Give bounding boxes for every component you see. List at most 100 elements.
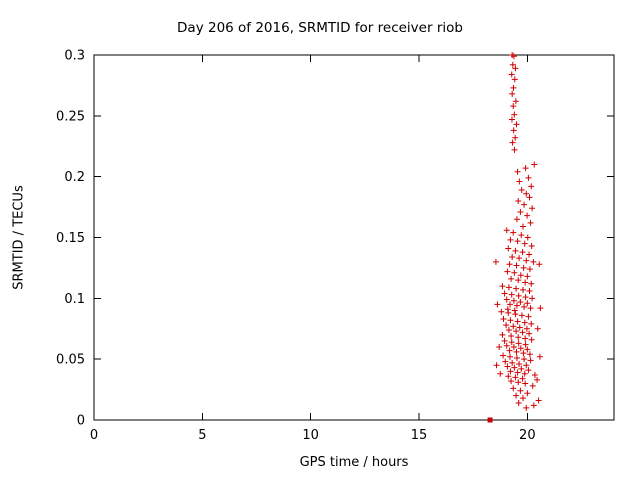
data-point-marker (507, 353, 513, 360)
data-point-marker (497, 370, 504, 377)
data-point-marker (509, 139, 516, 146)
zero-square-marker (487, 417, 493, 423)
data-point-marker (513, 348, 520, 355)
data-point-marker (518, 232, 525, 239)
data-point-marker (522, 165, 529, 172)
data-point-marker (504, 268, 511, 275)
data-point-marker (528, 243, 535, 250)
data-point-marker (512, 311, 519, 318)
data-point-marker (526, 351, 533, 358)
data-point-marker (492, 258, 499, 265)
data-point-marker (521, 240, 528, 247)
data-point-marker (523, 362, 530, 369)
data-point-marker (510, 229, 517, 236)
data-point-marker (512, 65, 519, 72)
data-point-marker (524, 300, 531, 307)
data-point-marker (508, 275, 515, 282)
data-point-marker (520, 395, 526, 402)
data-point-marker (508, 291, 515, 298)
data-point-marker (510, 344, 517, 350)
data-point-marker (520, 350, 527, 357)
data-point-marker (513, 392, 520, 399)
data-point-marker (508, 333, 515, 340)
data-point-marker (510, 127, 517, 134)
data-point-marker (528, 336, 535, 343)
x-tick-label: 10 (302, 428, 319, 443)
data-point-marker (514, 168, 521, 175)
data-point-marker (515, 399, 522, 406)
data-point-marker (505, 284, 512, 291)
data-point-marker (522, 294, 529, 301)
data-point-marker (505, 373, 512, 380)
data-point-marker (516, 255, 523, 262)
data-point-marker (527, 305, 534, 312)
data-point-marker (508, 339, 515, 346)
data-point-marker (511, 111, 518, 118)
data-point-marker (515, 379, 522, 386)
data-point-marker (511, 269, 518, 276)
data-point-marker (527, 357, 534, 364)
data-point-marker (536, 261, 543, 268)
data-point-marker (526, 330, 533, 337)
data-point-marker (530, 402, 537, 409)
data-point-marker (529, 382, 536, 389)
data-point-marker (524, 390, 531, 397)
data-point-marker (516, 324, 523, 331)
data-point-marker (528, 280, 535, 287)
data-point-marker (513, 354, 520, 361)
data-point-marker (519, 329, 526, 336)
data-point-marker (517, 298, 524, 305)
data-point-marker (525, 174, 532, 181)
data-point-marker (511, 76, 518, 83)
data-point-marker (498, 308, 505, 315)
data-point-marker (513, 262, 520, 269)
data-point-marker (510, 84, 517, 91)
data-point-marker (509, 61, 516, 68)
data-point-marker (508, 71, 515, 78)
data-point-marker (524, 234, 531, 241)
data-point-marker (513, 121, 520, 128)
data-point-marker (522, 380, 529, 387)
data-point-marker (525, 367, 532, 374)
data-point-marker (513, 285, 520, 292)
data-point-marker (528, 183, 535, 190)
data-point-marker (521, 303, 528, 310)
data-point-marker (516, 361, 523, 368)
data-point-marker (526, 266, 533, 273)
data-point-marker (536, 353, 543, 360)
data-point-marker (517, 387, 524, 394)
data-point-marker (518, 312, 525, 319)
data-point-marker (513, 302, 520, 309)
data-point-marker (523, 257, 530, 264)
y-tick-label: 0.2 (64, 170, 85, 185)
data-point-marker (503, 322, 510, 329)
data-point-marker (519, 249, 526, 256)
data-point-marker (510, 297, 517, 304)
data-point-marker (512, 374, 519, 381)
data-point-marker (503, 227, 510, 234)
data-point-marker (509, 359, 516, 366)
data-point-marker (517, 208, 524, 215)
data-point-marker (535, 397, 542, 404)
data-point-marker (500, 352, 507, 359)
data-point-marker (525, 313, 532, 320)
data-point-marker (507, 301, 513, 308)
data-point-marker (509, 253, 516, 260)
data-point-marker (537, 305, 544, 312)
data-point-marker (527, 219, 534, 226)
data-point-marker (529, 295, 536, 302)
axis-box (93, 54, 615, 421)
data-point-marker (531, 161, 538, 168)
data-point-marker (515, 277, 522, 284)
data-point-marker (518, 187, 525, 194)
y-tick-label: 0.25 (56, 109, 85, 124)
data-point-marker (514, 238, 521, 245)
data-point-marker (496, 344, 503, 350)
data-point-marker (507, 317, 514, 324)
data-point-marker (502, 358, 509, 365)
x-tick-label: 5 (198, 428, 206, 443)
data-point-marker (515, 334, 522, 341)
data-point-marker (526, 194, 533, 201)
chart-title: Day 206 of 2016, SRMTID for receiver rio… (177, 20, 463, 36)
